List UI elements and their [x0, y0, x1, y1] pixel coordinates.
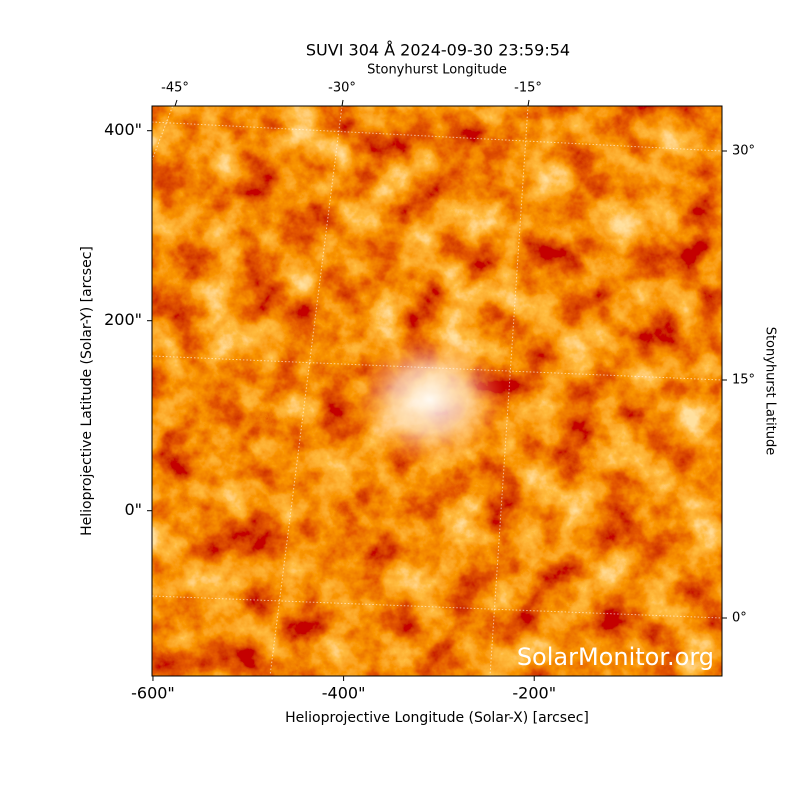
y-tick-label: 0"	[124, 500, 142, 519]
top-tick-label: -15°	[514, 81, 542, 96]
solar-image	[152, 106, 722, 676]
top-tick-label: -45°	[161, 81, 189, 96]
right-tick-label: 30°	[732, 144, 755, 159]
top-tick	[174, 99, 178, 107]
latitude-grid-line	[152, 595, 722, 619]
top-axis-label: Stonyhurst Longitude	[367, 63, 507, 78]
longitude-grid-line	[152, 106, 174, 161]
y-axis-label: Helioprojective Latitude (Solar-Y) [arcs…	[79, 246, 95, 536]
plot-frame	[151, 105, 723, 677]
top-tick-label: -30°	[328, 81, 356, 96]
longitude-grid-line	[269, 106, 343, 676]
y-tick-label: 400"	[104, 120, 142, 139]
x-tick-label: -400"	[322, 684, 366, 703]
right-axis-label: Stonyhurst Latitude	[763, 327, 778, 456]
longitude-grid-line	[489, 106, 529, 676]
chart-title: SUVI 304 Å 2024-09-30 23:59:54	[306, 41, 570, 60]
right-tick-label: 15°	[732, 373, 755, 388]
x-tick-label: -600"	[131, 684, 175, 703]
y-tick-label: 200"	[104, 310, 142, 329]
x-tick-label: -200"	[512, 684, 556, 703]
top-tick	[341, 99, 344, 107]
latitude-grid-line	[152, 355, 722, 381]
watermark: SolarMonitor.org	[517, 643, 714, 671]
right-tick-label: 0°	[732, 611, 747, 626]
bright-region	[355, 335, 505, 465]
top-tick	[527, 99, 530, 107]
stonyhurst-grid	[152, 106, 722, 676]
latitude-grid-line	[152, 121, 722, 152]
x-axis-label: Helioprojective Longitude (Solar-X) [arc…	[285, 710, 589, 726]
